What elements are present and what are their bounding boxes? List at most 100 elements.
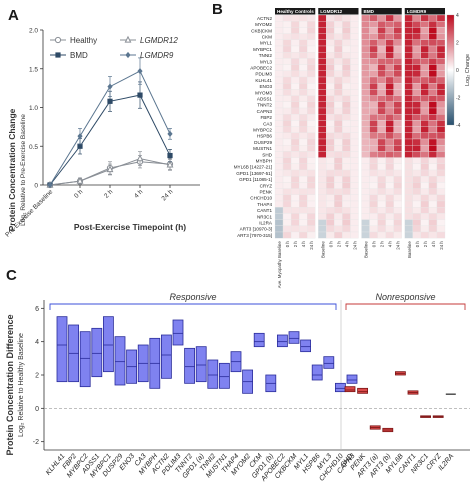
heatmap-cell [334,225,343,233]
heatmap-cell [377,231,386,239]
heatmap-cell [377,120,386,127]
heatmap-cell [326,151,335,158]
heatmap-cell [326,52,335,59]
heatmap-cell [298,126,308,133]
heatmap-cell [282,188,292,195]
heatmap-cell [350,194,359,202]
heatmap-cell [412,45,421,53]
heatmap-cell [436,188,446,195]
heatmap-cell [318,52,327,59]
heatmap-row-label: GPD1 [11085-1] [239,177,272,182]
c-box [288,331,300,344]
heatmap-cell [307,107,316,115]
heatmap-cell [307,182,316,189]
line-chart: Protein Concentration Change Log₂ Relati… [4,28,200,239]
heatmap-cell [393,58,402,65]
heatmap-cell [436,21,446,28]
heatmap-cell [377,176,386,183]
heatmap-cell [334,145,343,152]
heatmap-cell [342,145,351,152]
heatmap-cell [334,95,343,102]
a-point [77,143,83,149]
heatmap-cell [298,132,308,140]
heatmap-cell [274,101,284,109]
heatmap-cell [282,138,292,146]
heatmap-cell [342,58,351,65]
heatmap-cell [274,14,284,22]
heatmap-cell [412,145,421,152]
heatmap-cell [298,33,308,40]
heatmap-cell [412,151,421,158]
heatmap-cell [350,21,359,28]
heatmap-cell [350,207,359,214]
heatmap-row-label: MYL3 [260,59,272,64]
heatmap-cell [420,219,430,226]
c-group-label: Nonresponsive [375,292,435,302]
heatmap-cell [290,89,300,96]
heatmap-cell [361,76,370,84]
heatmap-cell [428,163,438,171]
heatmap-cell [428,114,438,121]
heatmap-cell [412,114,421,121]
heatmap-cell [274,219,284,226]
heatmap-cell [334,138,343,146]
heatmap-cell [290,76,300,84]
heatmap-cell [393,231,402,239]
heatmap-cell [318,33,327,40]
heatmap-cell [436,176,446,183]
heatmap-row-label: CAPN3 [257,109,273,114]
heatmap-cell [428,151,438,158]
heatmap-row-label: CKM [262,35,272,40]
heatmap-cell [361,52,370,59]
heatmap-cell [420,89,430,96]
heatmap-cell [428,89,438,96]
heatmap-cell [369,45,378,53]
heatmap-cell [274,58,284,65]
heatmap-cell [404,151,413,158]
heatmap-cell [420,157,430,164]
heatmap-cell [298,188,308,195]
heatmap-cell [393,182,402,189]
heatmap-cell [318,194,327,202]
heatmap-cell [350,95,359,102]
a-point [137,92,143,98]
heatmap-cell [428,27,438,34]
heatmap-cell [282,70,292,78]
heatmap-cell [436,145,446,152]
heatmap-cell [428,194,438,202]
heatmap-cell [369,76,378,84]
heatmap-cell [404,64,413,71]
heatmap-cell [318,120,327,127]
heatmap-cell [274,163,284,171]
heatmap-cell [369,21,378,28]
heatmap-cell [420,58,430,65]
heatmap-cell [393,145,402,152]
heatmap-cell [334,114,343,121]
heatmap-row-label: CA3 [263,121,272,126]
heatmap-cell [298,89,308,96]
heatmap-row-label: CRYZ [260,183,273,188]
heatmap-cell [350,200,359,208]
heatmap-cell [282,45,292,53]
heatmap-cell [290,182,300,189]
heatmap-cell [385,231,394,239]
heatmap-cell [342,95,351,102]
heatmap-cell [298,83,308,90]
heatmap-cell [282,27,292,34]
heatmap-cell [290,58,300,65]
heatmap-cell [274,33,284,40]
heatmap-cell [361,89,370,96]
heatmap-cell [393,76,402,84]
heatmap-cell [326,138,335,146]
heatmap-cell [318,101,327,109]
heatmap-cell [436,207,446,214]
heatmap-cell [298,58,308,65]
heatmap-cell [298,176,308,183]
heatmap-cell [404,14,413,22]
heatmap-cell [342,132,351,140]
heatmap-cell [282,151,292,158]
heatmap-cell [393,21,402,28]
heatmap-cell [334,33,343,40]
heatmap-cell [420,83,430,90]
heatmap-cell [282,64,292,71]
